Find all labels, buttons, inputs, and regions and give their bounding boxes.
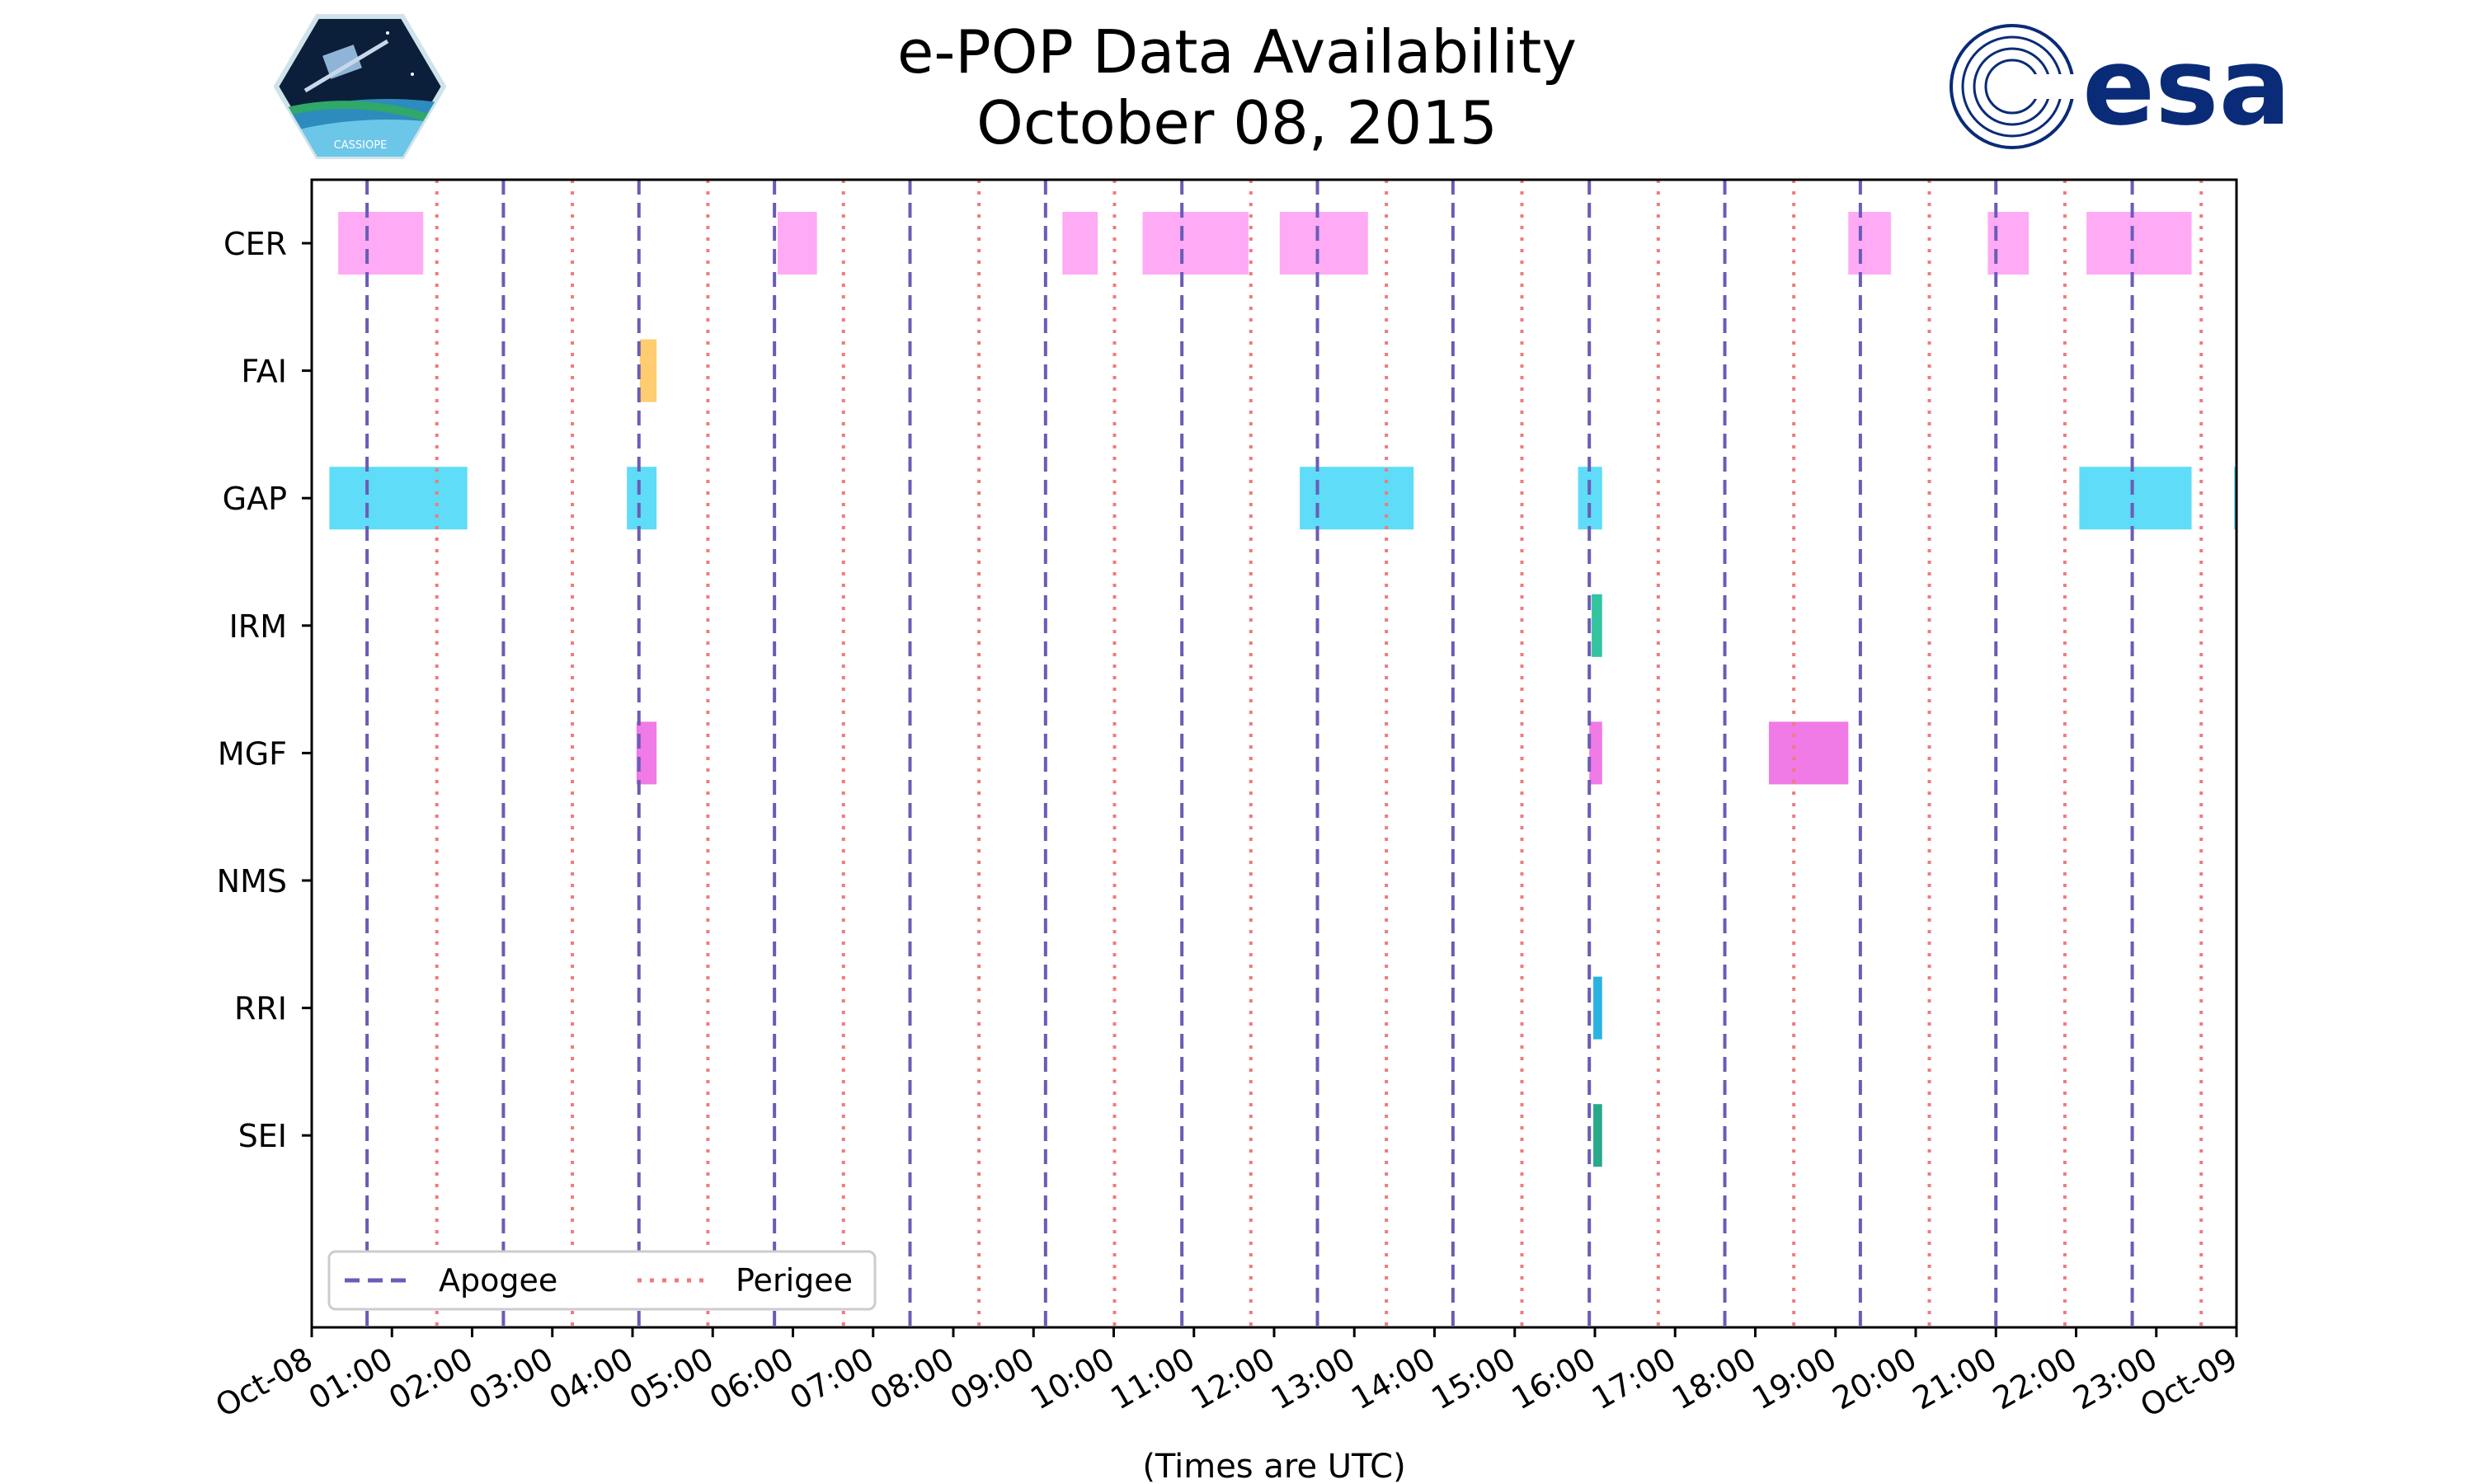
legend: Apogee Perigee xyxy=(327,1250,877,1311)
x-tick-label-10: 10:00 xyxy=(1024,1341,1121,1417)
chart-subtitle: October 08, 2015 xyxy=(976,88,1498,157)
bar-sei-20 xyxy=(1593,1104,1602,1167)
y-tick-label-mgf: MGF xyxy=(218,735,287,772)
x-tick-label-2: 02:00 xyxy=(383,1341,479,1417)
x-tick-label-6: 06:00 xyxy=(703,1341,800,1417)
bar-cer-5 xyxy=(1848,212,1891,275)
x-axis: Oct-0801:0002:0003:0004:0005:0006:0007:0… xyxy=(209,1327,2244,1425)
bar-gap-11 xyxy=(1300,467,1414,530)
bar-cer-6 xyxy=(1987,212,2030,275)
y-tick-label-fai: FAI xyxy=(241,354,287,390)
x-tick-label-1: 01:00 xyxy=(303,1341,399,1417)
x-tick-label-19: 19:00 xyxy=(1746,1341,1842,1417)
bar-mgf-16 xyxy=(636,721,657,785)
y-tick-label-nms: NMS xyxy=(217,863,287,899)
bar-irm-15 xyxy=(1592,594,1602,657)
esa-logo-text: esa xyxy=(2082,24,2291,149)
x-tick-label-18: 18:00 xyxy=(1666,1341,1762,1417)
x-tick-label-11: 11:00 xyxy=(1104,1341,1201,1417)
x-tick-label-15: 15:00 xyxy=(1425,1341,1522,1417)
x-tick-label-17: 17:00 xyxy=(1586,1341,1682,1417)
bar-mgf-18 xyxy=(1769,721,1849,785)
x-tick-label-20: 20:00 xyxy=(1827,1341,1923,1417)
esa-logo: esa xyxy=(1950,24,2291,149)
bar-mgf-17 xyxy=(1589,721,1602,785)
x-tick-label-14: 14:00 xyxy=(1345,1341,1442,1417)
y-tick-label-sei: SEI xyxy=(238,1118,287,1154)
cassiope-logo-text: CASSIOPE xyxy=(334,139,388,152)
bar-gap-10 xyxy=(627,467,657,530)
x-tick-label-8: 08:00 xyxy=(864,1341,961,1417)
x-tick-label-12: 12:00 xyxy=(1185,1341,1282,1417)
bar-cer-0 xyxy=(338,212,424,275)
bar-cer-7 xyxy=(2086,212,2192,275)
x-tick-label-7: 07:00 xyxy=(783,1341,880,1417)
bar-cer-2 xyxy=(1062,212,1098,275)
x-tick-label-4: 04:00 xyxy=(543,1341,640,1417)
bar-rri-19 xyxy=(1593,976,1602,1040)
bar-gap-13 xyxy=(2079,467,2192,530)
x-tick-label-3: 03:00 xyxy=(463,1341,559,1417)
legend-apogee-label: Apogee xyxy=(439,1262,557,1298)
availability-bars xyxy=(329,212,2237,1167)
y-tick-label-irm: IRM xyxy=(229,608,287,645)
x-tick-label-16: 16:00 xyxy=(1506,1341,1602,1417)
x-tick-label-9: 09:00 xyxy=(944,1341,1041,1417)
bar-fai-8 xyxy=(639,339,657,402)
legend-perigee-label: Perigee xyxy=(736,1262,853,1298)
bar-cer-1 xyxy=(778,212,817,275)
x-axis-label: (Times are UTC) xyxy=(1142,1448,1405,1484)
y-axis: CER FAI GAP IRM MGF NMS RRI SEI xyxy=(217,226,312,1154)
x-tick-label-0: Oct-08 xyxy=(209,1341,319,1425)
bar-cer-4 xyxy=(1279,212,1368,275)
chart-title: e-POP Data Availability xyxy=(897,17,1577,87)
bar-cer-3 xyxy=(1142,212,1249,275)
x-tick-label-22: 22:00 xyxy=(1987,1341,2083,1417)
x-tick-label-21: 21:00 xyxy=(1907,1341,2003,1417)
orbit-reference-lines xyxy=(365,180,2204,1327)
x-tick-label-5: 05:00 xyxy=(623,1341,720,1417)
bar-gap-9 xyxy=(329,467,468,530)
x-tick-label-13: 13:00 xyxy=(1265,1341,1362,1417)
y-tick-label-cer: CER xyxy=(223,226,287,262)
y-tick-label-gap: GAP xyxy=(223,481,287,517)
bar-gap-12 xyxy=(1578,467,1602,530)
y-tick-label-rri: RRI xyxy=(234,991,287,1027)
plot-frame xyxy=(310,178,2238,1329)
